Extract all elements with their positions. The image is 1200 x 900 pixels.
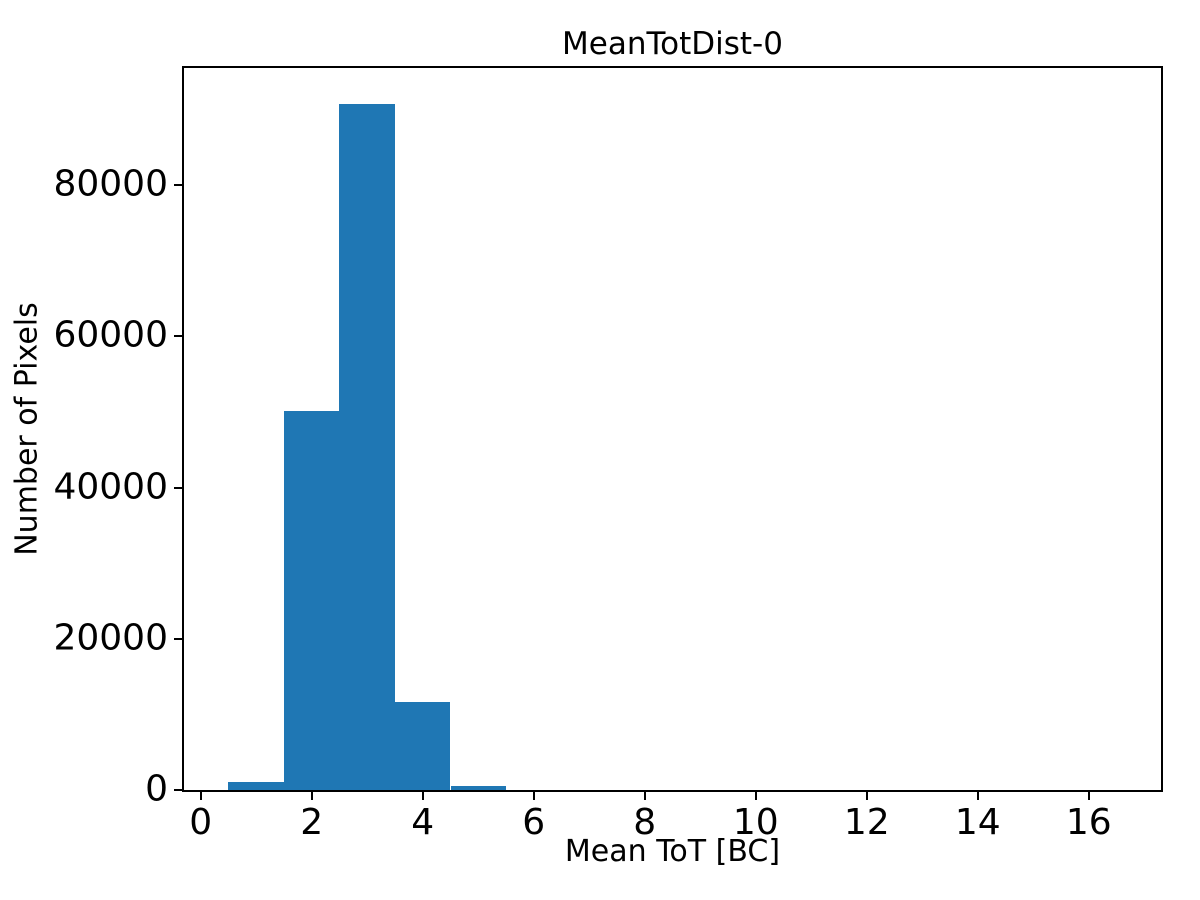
- x-tick-label: 0: [189, 802, 213, 843]
- y-tick-mark: [174, 335, 182, 338]
- x-tick-label: 6: [522, 802, 546, 843]
- x-tick-mark: [310, 792, 313, 800]
- x-tick-label: 2: [300, 802, 324, 843]
- x-tick-mark: [1087, 792, 1090, 800]
- x-tick-mark: [199, 792, 202, 800]
- x-tick-mark: [643, 792, 646, 800]
- y-tick-mark: [174, 637, 182, 640]
- x-tick-mark: [976, 792, 979, 800]
- histogram-bar: [283, 410, 340, 790]
- x-tick-label: 12: [843, 802, 890, 843]
- x-tick-label: 16: [1065, 802, 1112, 843]
- x-tick-label: 4: [411, 802, 435, 843]
- y-tick-label: 60000: [53, 315, 168, 357]
- y-tick-mark: [174, 789, 182, 791]
- y-tick-label: 0: [145, 768, 168, 810]
- x-tick-label: 10: [732, 802, 779, 843]
- x-axis-label: Mean ToT [BC]: [564, 834, 781, 869]
- histogram-bar: [450, 786, 506, 790]
- chart-title: MeanTotDist-0: [562, 26, 783, 62]
- plot-area: [182, 66, 1163, 792]
- x-tick-mark: [532, 792, 535, 800]
- y-axis-label: Number of Pixels: [9, 302, 45, 556]
- histogram-bar: [228, 782, 284, 790]
- x-tick-mark: [865, 792, 868, 800]
- x-tick-label: 14: [954, 802, 1001, 843]
- y-tick-label: 40000: [53, 466, 168, 508]
- y-tick-mark: [174, 184, 182, 187]
- histogram-bar: [339, 104, 395, 790]
- histogram-bar: [394, 701, 451, 790]
- x-tick-mark: [421, 792, 424, 800]
- y-tick-label: 20000: [53, 617, 168, 659]
- x-tick-mark: [754, 792, 757, 800]
- x-tick-label: 8: [633, 802, 657, 843]
- y-tick-mark: [174, 486, 182, 489]
- y-tick-label: 80000: [53, 163, 168, 205]
